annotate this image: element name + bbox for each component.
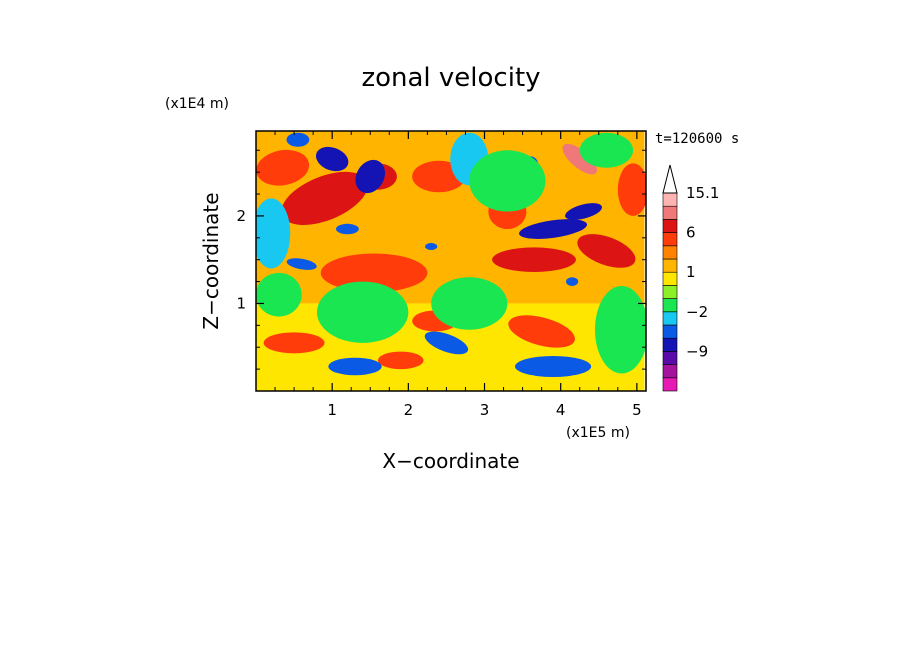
colorbar-label: 1 [686, 263, 696, 281]
y-tick-label: 1 [236, 294, 246, 312]
colorbar-swatch [662, 298, 678, 313]
colorbar-swatch [662, 311, 678, 326]
colorbar-swatch [662, 271, 678, 286]
colorbar-swatch [662, 205, 678, 220]
field-region-8 [562, 143, 598, 175]
field-region-36 [256, 272, 302, 317]
colorbar-swatch [662, 245, 678, 260]
field-region-26 [425, 243, 438, 251]
colorbar-label: −2 [686, 303, 708, 321]
field-region-4 [256, 149, 310, 186]
colorbar-swatch [662, 364, 678, 379]
colorbar-swatch [662, 351, 678, 365]
y-axis-label: Z−coordinate [199, 192, 223, 329]
colorbar-label: −9 [686, 342, 708, 360]
colorbar-swatch [662, 377, 678, 392]
plot-frame [255, 130, 647, 392]
field-region-34 [469, 150, 546, 212]
colorbar-swatch [662, 337, 678, 352]
colorbar-swatch [662, 285, 678, 299]
field-region-30 [256, 198, 291, 269]
field-region-16 [355, 159, 386, 194]
colorbar-swatch [662, 258, 678, 273]
field-region-2 [281, 171, 368, 225]
contour-field [256, 131, 646, 391]
x-tick-label: 1 [327, 401, 337, 419]
colorbar-swatch [662, 324, 678, 339]
field-region-17 [315, 146, 349, 172]
field-region-7 [577, 234, 636, 268]
time-label: t=120600 s [655, 131, 739, 147]
field-region-27 [328, 357, 382, 376]
x-axis-label: X−coordinate [382, 449, 519, 473]
field-region-28 [514, 355, 592, 377]
field-region-29 [424, 331, 469, 355]
field-region-15 [617, 163, 646, 216]
field-region-6 [492, 247, 576, 272]
field-region-22 [335, 223, 359, 235]
x-scale-label: (x1E5 m) [566, 425, 630, 441]
colorbar-extend-max [662, 164, 678, 194]
field-region-9 [508, 315, 575, 348]
y-scale-label: (x1E4 m) [165, 96, 229, 112]
field-region-19 [519, 219, 588, 239]
colorbar-label: 6 [686, 224, 696, 242]
y-axis-ticks: 12 [236, 149, 646, 370]
x-tick-label: 2 [404, 401, 414, 419]
field-region-33 [431, 277, 508, 330]
colorbar: 15.1 6 1 −2 −9 [662, 164, 719, 392]
field-region-12 [263, 332, 325, 354]
x-axis-ticks: 1 2 3 4 5 [274, 131, 642, 419]
field-region-13 [377, 351, 424, 370]
colorbar-swatch [662, 232, 678, 247]
colorbar-swatch [662, 192, 678, 207]
field-region-20 [565, 203, 603, 220]
field-region-18 [286, 132, 310, 147]
field-region-25 [566, 277, 579, 286]
field-region-21 [286, 258, 317, 270]
field-region-37 [579, 132, 634, 168]
x-tick-label: 5 [632, 401, 642, 419]
x-tick-label: 3 [480, 401, 490, 419]
field-region-32 [316, 281, 409, 343]
field-region-10 [320, 253, 428, 293]
y-tick-label: 2 [236, 207, 246, 225]
colorbar-label: 15.1 [686, 184, 719, 202]
x-tick-label: 4 [556, 401, 566, 419]
colorbar-swatch [662, 219, 678, 233]
field-region-35 [594, 285, 646, 374]
chart-title: zonal velocity [361, 63, 540, 93]
